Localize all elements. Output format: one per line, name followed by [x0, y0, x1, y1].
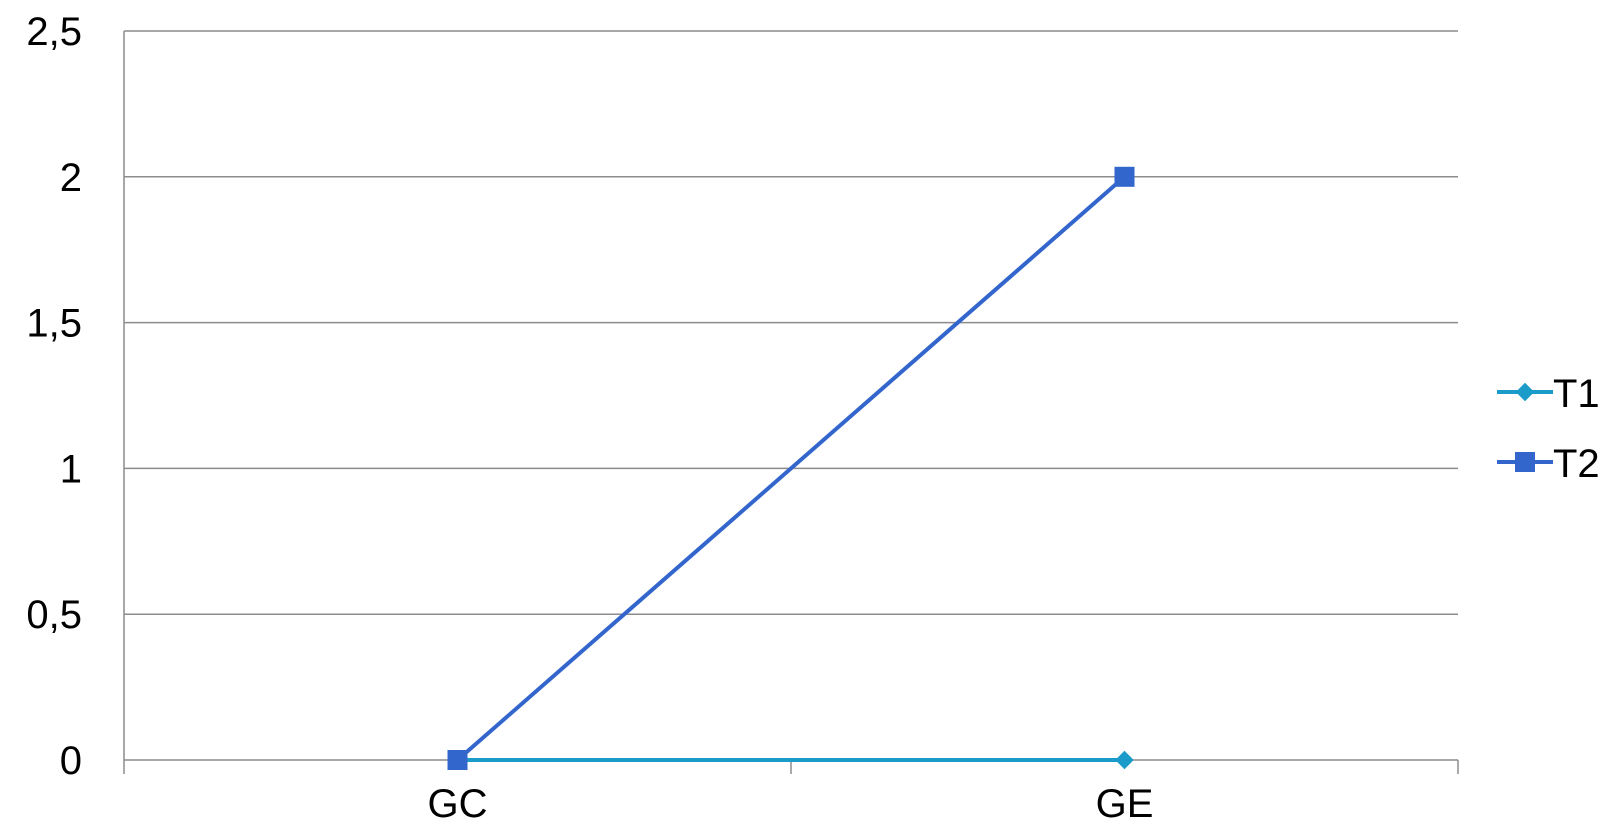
series-t2 [447, 166, 1135, 770]
x-tick-label: GC [428, 782, 488, 826]
legend-label: T2 [1553, 442, 1600, 486]
legend-item-t2: T2 [1497, 442, 1600, 486]
data-point [1115, 750, 1134, 770]
legend-label: T1 [1553, 372, 1600, 416]
y-tick-label: 1,5 [26, 302, 82, 346]
y-tick-label: 2 [60, 156, 82, 200]
y-tick-label: 2,5 [26, 10, 82, 54]
data-point [1114, 166, 1135, 187]
data-point [447, 750, 468, 770]
axis-layer [123, 31, 1459, 774]
series-line [456, 175, 1126, 762]
legend-marker [1515, 382, 1535, 402]
series-layer [447, 166, 1135, 770]
y-tick-label: 1 [60, 447, 82, 491]
label-layer: 0 0,5 1 1,5 2 2,5 GC GE [26, 10, 1153, 826]
legend-item-t1: T1 [1497, 372, 1600, 416]
y-tick-label: 0 [60, 739, 82, 783]
x-tick-label: GE [1096, 782, 1154, 826]
grid-layer [124, 30, 1458, 615]
legend: T1 T2 [1497, 372, 1600, 486]
y-tick-label: 0,5 [26, 593, 82, 637]
legend-marker [1515, 452, 1535, 472]
